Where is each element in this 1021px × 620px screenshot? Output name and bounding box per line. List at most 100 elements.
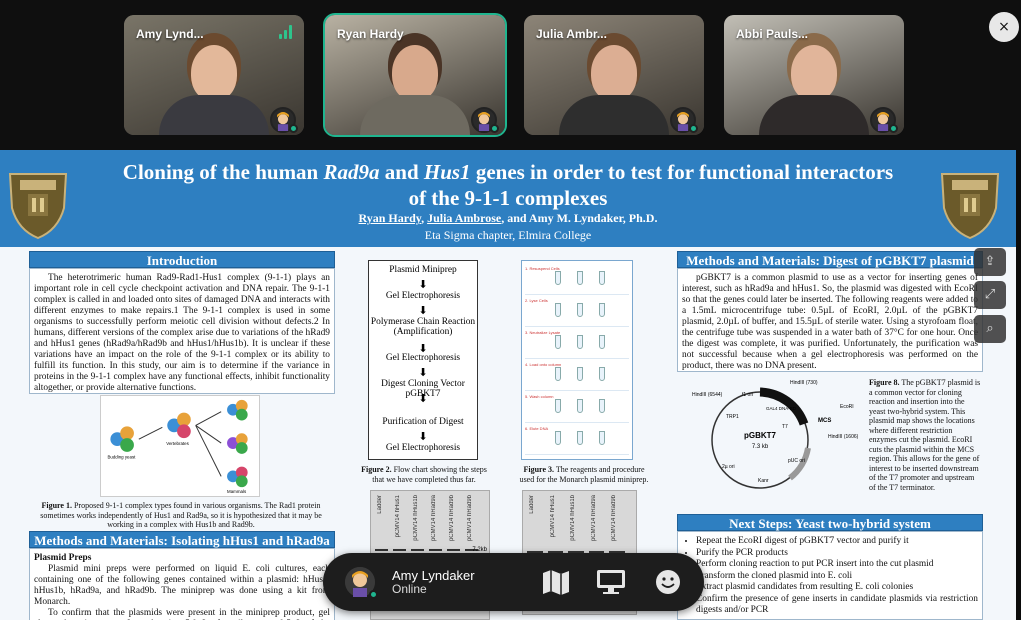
gel-size-marker: 7.2kb <box>472 547 487 553</box>
screen-share-icon[interactable] <box>596 568 626 596</box>
pgbkt7-plasmid-map: pGBKT7 7.3 kb HindIII (730) HindIII (160… <box>692 380 859 489</box>
participant-tile[interactable]: Abbi Pauls... <box>724 15 904 135</box>
figure3-miniprep-protocol: 1. Resuspend Cells 2. Lyse Cells 3. Neutra… <box>521 260 633 460</box>
fullscreen-icon[interactable]: ⤢ <box>974 281 1006 309</box>
participant-avatar <box>670 107 698 133</box>
gel-lane-label: pCMV14 hHus1b <box>570 495 577 541</box>
tube-icon <box>599 399 605 413</box>
gel-band <box>465 549 478 551</box>
methods-isolating-text2: To confirm that the plasmids were presen… <box>34 608 330 620</box>
tube-icon <box>599 335 605 349</box>
participant-video-person <box>759 45 869 135</box>
poster-authors: Ryan Hardy, Julia Ambrose, and Amy M. Ly… <box>358 211 658 225</box>
flow-step: Purification of Digest <box>382 417 464 427</box>
gel-lane-label: pCMV14 hHus1 <box>549 495 556 538</box>
poster-header: Cloning of the human Rad9a and Hus1 gene… <box>0 150 1016 247</box>
down-arrow-icon: ⬇ <box>418 342 428 355</box>
mammal-complexes <box>227 399 248 488</box>
next-steps-box: Repeat the EcoRI digest of pGBKT7 vector… <box>677 531 983 620</box>
flow-step: Gel Electrophoresis <box>385 291 461 301</box>
user-control-bar: Amy Lyndaker Online <box>323 553 704 611</box>
online-indicator <box>369 590 378 599</box>
online-indicator <box>689 124 698 133</box>
tube-icon <box>599 367 605 381</box>
next-steps-header: Next Steps: Yeast two-hybrid system <box>677 514 983 531</box>
participant-tile[interactable]: Ryan Hardy <box>323 13 507 137</box>
tube-icon <box>577 271 583 285</box>
methods-digest-box: pGBKT7 is a common plasmid to use as a v… <box>677 268 983 372</box>
flow-step: Digest Cloning Vector pGBKT7 <box>381 379 465 399</box>
tube-icon <box>555 367 561 381</box>
plasmid-label: TRP1 <box>726 414 739 420</box>
plasmid-label: HindIII (6544) <box>692 392 723 398</box>
avatar-icon <box>277 111 289 131</box>
close-button[interactable]: × <box>989 12 1019 42</box>
gel-lane-label: pCMV14 hRad9a <box>590 495 597 542</box>
avatar-icon <box>345 567 375 597</box>
tube-icon <box>577 303 583 317</box>
participant-avatar <box>270 107 298 133</box>
participant-name: Julia Ambr... <box>536 27 607 41</box>
protocol-step-label: 4. Load onto column <box>525 362 562 367</box>
participant-name: Amy Lynd... <box>136 27 204 41</box>
intro-text-box: The heterotrimeric human Rad9-Rad1-Hus1 … <box>29 268 335 394</box>
participant-video-person <box>559 45 669 135</box>
avatar[interactable] <box>345 567 378 599</box>
plasmid-size: 7.3 kb <box>752 444 769 450</box>
participant-video-person <box>360 45 470 135</box>
list-item: Repeat the EcoRI digest of pGBKT7 vector… <box>696 536 978 547</box>
participant-tile[interactable]: Julia Ambr... <box>524 15 704 135</box>
plasmid-label: HindIII (730) <box>790 380 818 386</box>
participant-video-person <box>159 45 269 135</box>
shared-screen-poster: Cloning of the human Rad9a and Hus1 gene… <box>0 150 1016 620</box>
protocol-step: 2. Lyse Cells <box>525 297 629 327</box>
protocol-step: 3. Neutralize Lysate <box>525 329 629 359</box>
online-indicator <box>490 124 499 133</box>
participants-strip: Amy Lynd... Ryan Hardy <box>0 0 1021 150</box>
down-arrow-icon: ⬇ <box>418 430 428 443</box>
protocol-step: 6. Elute DNA <box>525 425 629 455</box>
gel-band <box>588 551 605 553</box>
gel-lane-label: pCMV14 hRad9b <box>611 495 618 542</box>
upload-icon[interactable]: ⇪ <box>974 248 1006 276</box>
gel-band <box>375 549 388 551</box>
down-arrow-icon: ⬇ <box>418 366 428 379</box>
participant-avatar <box>471 107 499 133</box>
protocol-step-label: 5. Wash column <box>525 394 554 399</box>
emoji-icon[interactable] <box>653 568 683 596</box>
tube-icon <box>599 303 605 317</box>
college-crest-icon <box>8 173 68 240</box>
plasmid-label: T7 <box>782 424 788 430</box>
protocol-step-label: 1. Resuspend Cells <box>525 266 560 271</box>
plasmid-preps-subheading: Plasmid Preps <box>34 553 92 563</box>
protocol-step-label: 2. Lyse Cells <box>525 298 548 303</box>
protocol-step-label: 3. Neutralize Lysate <box>525 330 561 335</box>
tube-icon <box>555 303 561 317</box>
avatar-icon <box>877 111 889 131</box>
list-item: Transform the cloned plasmid into E. col… <box>696 571 978 582</box>
figure1-caption: Figure 1. Proposed 9-1-1 complex types f… <box>40 501 322 529</box>
tube-icon <box>577 399 583 413</box>
plasmid-label: 2µ ori <box>722 464 735 470</box>
methods-digest-text: pGBKT7 is a common plasmid to use as a v… <box>682 273 978 371</box>
flow-step: Polymerase Chain Reaction (Amplification… <box>370 317 476 337</box>
college-crest-icon <box>940 173 1000 240</box>
gel-lane-label: Ladder <box>529 495 535 514</box>
list-item: Purify the PCR products <box>696 548 978 559</box>
flow-step: Gel Electrophoresis <box>385 353 461 363</box>
gel-band <box>447 549 460 551</box>
gel-band <box>568 551 584 553</box>
participant-tile[interactable]: Amy Lynd... <box>124 15 304 135</box>
protocol-step-label: 6. Elute DNA <box>525 426 549 431</box>
plasmid-label: GAL4 DNA-BD <box>766 406 797 411</box>
methods-isolating-header: Methods and Materials: Isolating hHus1 a… <box>29 531 335 548</box>
figure2-flowchart: Plasmid Miniprep ⬇ Gel Electrophoresis ⬇ Pol… <box>368 260 478 460</box>
tube-icon <box>555 271 561 285</box>
zoom-icon[interactable]: ⌕ <box>974 315 1006 343</box>
map-icon[interactable] <box>541 568 571 596</box>
online-indicator <box>289 124 298 133</box>
participant-name: Ryan Hardy <box>337 27 404 41</box>
figure1-complex-diagram: Budding yeast Vertebrates Mammals <box>100 395 260 497</box>
flow-step: Gel Electrophoresis <box>385 443 461 453</box>
online-indicator <box>889 124 898 133</box>
